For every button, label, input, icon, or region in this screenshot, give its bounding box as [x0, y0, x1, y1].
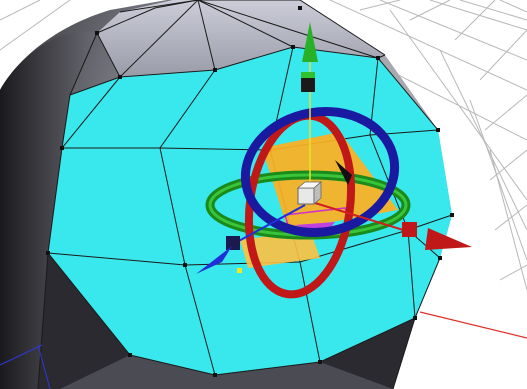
- grid-line: [499, 264, 527, 281]
- grid-line: [484, 94, 527, 131]
- ring-marker: [335, 160, 352, 185]
- y-scale-box[interactable]: [301, 78, 315, 92]
- grid-line: [379, 0, 527, 61]
- grid-line: [429, 0, 527, 31]
- grid-line: [499, 0, 527, 13]
- y-scale-box-top: [301, 72, 315, 78]
- grid-line: [0, 0, 41, 21]
- grid-line: [459, 0, 527, 21]
- sphere-left-faces: [0, 31, 97, 389]
- grid-line: [0, 0, 71, 51]
- z-axis-line: [234, 204, 306, 244]
- grid-line: [469, 99, 527, 261]
- world-axes: [0, 311, 527, 389]
- grid-line: [489, 149, 527, 181]
- grid-line: [329, 0, 527, 91]
- transform-gizmo[interactable]: [196, 22, 472, 301]
- sphere-top-cap: [97, 0, 385, 77]
- grid-line: [454, 0, 496, 41]
- xy-plane-handle[interactable]: [240, 230, 320, 268]
- z-scale-box[interactable]: [226, 236, 240, 250]
- grid-line: [409, 0, 451, 21]
- x-scale-box[interactable]: [402, 222, 417, 237]
- x-move-arrow[interactable]: [425, 228, 472, 250]
- center-handle[interactable]: [297, 187, 315, 205]
- grid-line: [359, 0, 401, 11]
- z-move-arrow[interactable]: [196, 246, 232, 274]
- x-axis-line: [314, 202, 411, 233]
- center-handle-side: [313, 181, 322, 205]
- grid-line: [479, 29, 527, 81]
- sphere-bottom-faces: [38, 253, 415, 389]
- xz-plane-handle[interactable]: [262, 132, 398, 230]
- grid-line: [439, 49, 527, 231]
- y-move-arrow[interactable]: [302, 22, 318, 62]
- grid-line: [494, 204, 527, 231]
